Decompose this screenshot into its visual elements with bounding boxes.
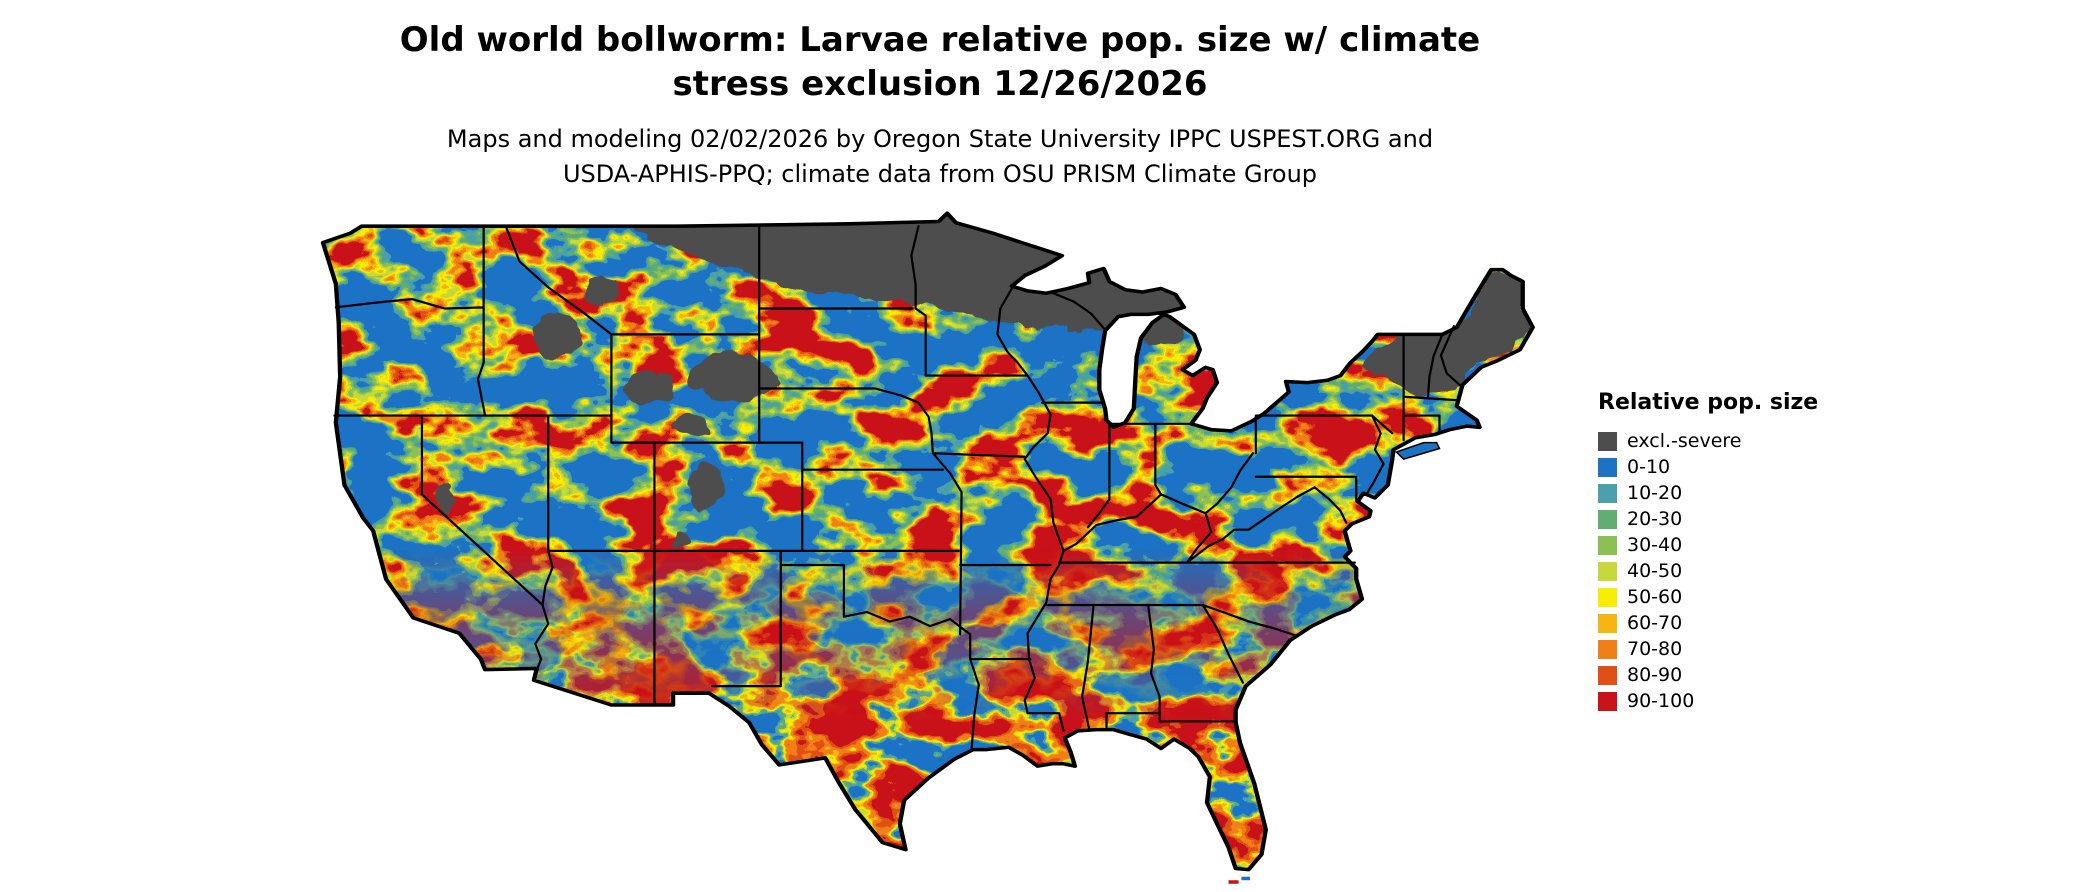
legend-item-label: 40-50 [1627,559,1683,582]
legend-item-label: 0-10 [1627,455,1671,478]
legend-item: 10-20 [1598,480,1818,506]
raster-layers [322,213,1533,870]
map-header: Old world bollworm: Larvae relative pop.… [260,18,1620,192]
legend-item: 90-100 [1598,688,1818,714]
legend-item: 30-40 [1598,532,1818,558]
legend-swatch [1598,691,1617,711]
legend-swatch [1598,483,1617,503]
long-island [1396,443,1439,459]
legend: Relative pop. size excl.-severe 0-10 10-… [1598,390,1818,714]
legend-items: excl.-severe 0-10 10-20 20-30 30-40 40-5… [1598,428,1818,714]
legend-title: Relative pop. size [1598,390,1819,415]
legend-item-label: 10-20 [1627,481,1683,504]
legend-item: 80-90 [1598,662,1818,688]
florida-keys [1228,880,1239,884]
legend-item-label: 90-100 [1627,689,1695,712]
legend-item-label: 70-80 [1627,637,1683,660]
legend-swatch [1598,665,1617,685]
legend-item-label: 60-70 [1627,611,1683,634]
raster-noise-south [322,213,1533,870]
florida-keys [1241,876,1251,881]
legend-item-label: 30-40 [1627,533,1683,556]
legend-item: 50-60 [1598,584,1818,610]
legend-item: 20-30 [1598,506,1818,532]
state-borders [334,226,1461,748]
legend-item: excl.-severe [1598,428,1818,454]
legend-swatch [1598,535,1617,555]
legend-item: 40-50 [1598,558,1818,584]
legend-swatch [1598,613,1617,633]
legend-swatch [1598,561,1617,581]
legend-item: 60-70 [1598,610,1818,636]
map-subtitle: Maps and modeling 02/02/2026 by Oregon S… [446,125,1434,189]
legend-swatch [1598,457,1617,477]
legend-item-label: 50-60 [1627,585,1683,608]
map-title: Old world bollworm: Larvae relative pop.… [399,20,1481,105]
us-map [310,205,1550,892]
legend-item-label: 80-90 [1627,663,1683,686]
legend-swatch [1598,509,1617,529]
legend-item: 70-80 [1598,636,1818,662]
legend-item: 0-10 [1598,454,1818,480]
us-raster-map [310,205,1550,884]
legend-item-label: excl.-severe [1627,429,1742,452]
legend-swatch [1598,639,1617,659]
legend-swatch [1598,431,1617,451]
legend-swatch [1598,587,1617,607]
legend-item-label: 20-30 [1627,507,1683,530]
